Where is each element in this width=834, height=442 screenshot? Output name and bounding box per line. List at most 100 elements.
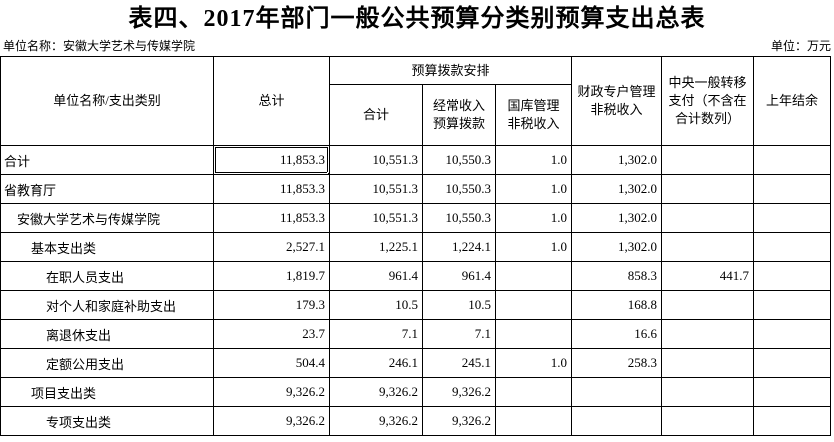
value-cell[interactable]: [753, 174, 832, 205]
unit-label: 单位：万元: [770, 39, 831, 53]
header-fiscal-account-nontax[interactable]: 财政专户管理 非税收入: [571, 56, 663, 147]
row-label[interactable]: 对个人和家庭补助支出: [0, 290, 214, 321]
value-cell[interactable]: 10,550.3: [422, 203, 496, 234]
table-row: 项目支出类 9,326.2 9,326.2 9,326.2: [0, 377, 832, 408]
value-cell[interactable]: [753, 232, 832, 263]
value-cell[interactable]: 11,853.3: [213, 174, 330, 205]
header-grand-total[interactable]: 总计: [213, 56, 330, 147]
row-label[interactable]: 项目支出类: [0, 377, 214, 408]
value-cell[interactable]: 7.1: [329, 319, 423, 350]
value-cell[interactable]: 10,551.3: [329, 145, 423, 176]
value-cell[interactable]: 1,224.1: [422, 232, 496, 263]
value-cell[interactable]: [753, 145, 832, 176]
value-cell[interactable]: 10,551.3: [329, 174, 423, 205]
value-cell[interactable]: [753, 203, 832, 234]
value-cell[interactable]: 10.5: [422, 290, 496, 321]
row-label[interactable]: 专项支出类: [0, 406, 214, 437]
value-cell[interactable]: 1.0: [494, 145, 573, 176]
value-cell[interactable]: [661, 232, 755, 263]
meta-row: 单位名称：安徽大学艺术与传媒学院 单位：万元: [0, 39, 834, 53]
value-cell[interactable]: 1.0: [494, 232, 573, 263]
value-cell[interactable]: 179.3: [213, 290, 330, 321]
row-label[interactable]: 安徽大学艺术与传媒学院: [0, 203, 214, 234]
value-cell[interactable]: [753, 290, 832, 321]
header-budget-total[interactable]: 合计: [329, 84, 423, 147]
value-cell[interactable]: 16.6: [571, 319, 663, 350]
value-cell[interactable]: [661, 203, 755, 234]
value-cell[interactable]: 1,302.0: [571, 145, 663, 176]
value-cell[interactable]: [661, 319, 755, 350]
value-cell[interactable]: 1.0: [494, 348, 573, 379]
value-cell[interactable]: [494, 290, 573, 321]
table-body: 合计 11,853.3 10,551.3 10,550.3 1.0 1,302.0 省教育厅…: [0, 145, 832, 437]
table-row: 对个人和家庭补助支出 179.3 10.5 10.5 168.8: [0, 290, 832, 321]
row-label[interactable]: 基本支出类: [0, 232, 214, 263]
value-cell[interactable]: 2,527.1: [213, 232, 330, 263]
value-cell[interactable]: 1.0: [494, 203, 573, 234]
table-header: 单位名称/支出类别 总计 预算拨款安排 财政专户管理 非税收入 中央一般转移 支…: [0, 56, 832, 147]
value-cell[interactable]: 10.5: [329, 290, 423, 321]
value-cell[interactable]: 1,225.1: [329, 232, 423, 263]
row-label[interactable]: 省教育厅: [0, 174, 214, 205]
value-cell[interactable]: [753, 377, 832, 408]
header-budget-group[interactable]: 预算拨款安排: [328, 56, 573, 86]
value-cell[interactable]: [661, 145, 755, 176]
table-row: 省教育厅 11,853.3 10,551.3 10,550.3 1.0 1,302.0: [0, 174, 832, 205]
row-label[interactable]: 合计: [0, 145, 214, 176]
value-cell[interactable]: 961.4: [422, 261, 496, 292]
budget-table: 单位名称/支出类别 总计 预算拨款安排 财政专户管理 非税收入 中央一般转移 支…: [0, 56, 832, 437]
fill-handle[interactable]: [327, 172, 329, 174]
value-cell[interactable]: [661, 406, 755, 437]
header-central-transfer[interactable]: 中央一般转移 支付（不含在 合计数列）: [661, 56, 755, 147]
value-cell[interactable]: [753, 348, 832, 379]
value-cell[interactable]: 9,326.2: [329, 406, 423, 437]
value-cell[interactable]: [661, 290, 755, 321]
value-cell[interactable]: 504.4: [213, 348, 330, 379]
row-label[interactable]: 在职人员支出: [0, 261, 214, 292]
value-cell[interactable]: [661, 348, 755, 379]
value-cell[interactable]: 168.8: [571, 290, 663, 321]
value-cell[interactable]: [494, 377, 573, 408]
value-cell[interactable]: [571, 377, 663, 408]
value-cell[interactable]: 858.3: [571, 261, 663, 292]
header-prev-year-balance[interactable]: 上年结余: [753, 56, 832, 147]
value-cell[interactable]: 10,550.3: [422, 174, 496, 205]
value-cell[interactable]: 9,326.2: [422, 377, 496, 408]
row-label[interactable]: 离退休支出: [0, 319, 214, 350]
selected-cell[interactable]: 11,853.3: [213, 145, 330, 176]
value-cell[interactable]: 7.1: [422, 319, 496, 350]
value-cell[interactable]: 441.7: [661, 261, 755, 292]
value-cell[interactable]: 10,551.3: [329, 203, 423, 234]
value-cell[interactable]: [571, 406, 663, 437]
value-cell[interactable]: 9,326.2: [213, 377, 330, 408]
header-category[interactable]: 单位名称/支出类别: [0, 56, 214, 147]
value-cell[interactable]: [753, 261, 832, 292]
value-cell[interactable]: 23.7: [213, 319, 330, 350]
value-cell[interactable]: 246.1: [329, 348, 423, 379]
value-cell[interactable]: 11,853.3: [213, 203, 330, 234]
value-cell[interactable]: [494, 406, 573, 437]
row-label[interactable]: 定额公用支出: [0, 348, 214, 379]
value-cell[interactable]: 258.3: [571, 348, 663, 379]
value-cell[interactable]: 1.0: [494, 174, 573, 205]
header-treasury-nontax[interactable]: 国库管理 非税收入: [494, 84, 573, 147]
value-cell[interactable]: 9,326.2: [329, 377, 423, 408]
value-cell[interactable]: 10,550.3: [422, 145, 496, 176]
value-cell[interactable]: 1,302.0: [571, 232, 663, 263]
value-cell[interactable]: [494, 319, 573, 350]
header-regular-income[interactable]: 经常收入 预算拨款: [422, 84, 496, 147]
value-cell[interactable]: 9,326.2: [422, 406, 496, 437]
value-cell[interactable]: [753, 406, 832, 437]
value-cell[interactable]: 1,302.0: [571, 174, 663, 205]
value-cell[interactable]: [661, 377, 755, 408]
value-cell[interactable]: 1,302.0: [571, 203, 663, 234]
value-cell[interactable]: [753, 319, 832, 350]
value-cell[interactable]: 961.4: [329, 261, 423, 292]
value-cell[interactable]: 245.1: [422, 348, 496, 379]
value-cell[interactable]: [661, 174, 755, 205]
value-cell[interactable]: 9,326.2: [213, 406, 330, 437]
value-cell[interactable]: [494, 261, 573, 292]
table-row: 定额公用支出 504.4 246.1 245.1 1.0 258.3: [0, 348, 832, 379]
value-cell[interactable]: 1,819.7: [213, 261, 330, 292]
